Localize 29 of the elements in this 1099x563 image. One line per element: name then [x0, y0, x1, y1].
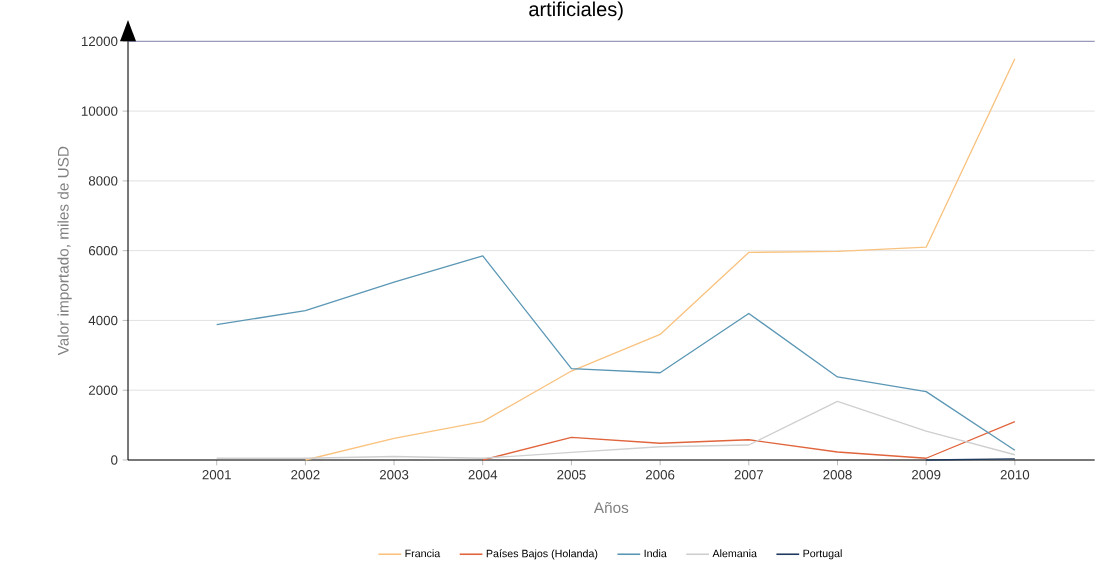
legend-label: Francia	[405, 549, 441, 558]
legend-label: Portugal	[803, 549, 842, 560]
x-tick-label: 2001	[202, 470, 231, 480]
chart-title: artificiales)	[529, 1, 623, 21]
y-tick-label: 2000	[88, 385, 118, 395]
x-tick-label: 2008	[823, 470, 852, 480]
x-tick-label: 2002	[291, 470, 320, 480]
y-tick-label: 4000	[88, 315, 118, 326]
x-tick-label: 2010	[1000, 470, 1030, 480]
legend-label: Países Bajos (Holanda)	[486, 549, 598, 560]
y-tick-label: 10000	[81, 106, 118, 116]
y-tick-label: 8000	[88, 176, 118, 186]
line-series	[482, 420, 1016, 461]
x-tick-label: 2003	[379, 470, 409, 480]
legend-label: Alemania	[712, 549, 757, 558]
y-axis-title: Valor importado, miles de USD	[57, 146, 72, 356]
line-series	[304, 58, 1016, 461]
x-tick-label: 2005	[557, 470, 586, 480]
x-tick-label: 2006	[645, 470, 675, 480]
x-axis-title: Años	[593, 501, 629, 514]
line-series	[216, 255, 1016, 451]
y-tick-label: 6000	[88, 245, 118, 256]
x-tick-label: 2004	[468, 470, 498, 480]
line-series	[216, 400, 1016, 459]
legend-label: India	[644, 549, 667, 558]
x-tick-label: 2007	[734, 470, 763, 480]
x-tick-label: 2009	[912, 470, 941, 480]
y-tick-label: 0	[111, 455, 118, 465]
y-tick-label: 12000	[81, 36, 118, 47]
